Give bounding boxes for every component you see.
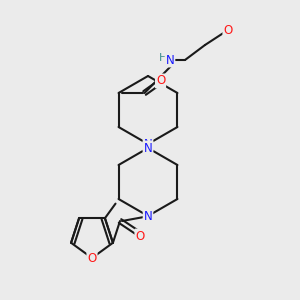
Text: N: N xyxy=(144,137,152,151)
Text: H: H xyxy=(159,53,167,63)
Text: O: O xyxy=(135,230,145,242)
Text: N: N xyxy=(166,53,174,67)
Text: O: O xyxy=(156,74,165,88)
Text: O: O xyxy=(87,251,97,265)
Text: O: O xyxy=(224,23,232,37)
Text: N: N xyxy=(144,209,152,223)
Text: N: N xyxy=(144,142,152,154)
